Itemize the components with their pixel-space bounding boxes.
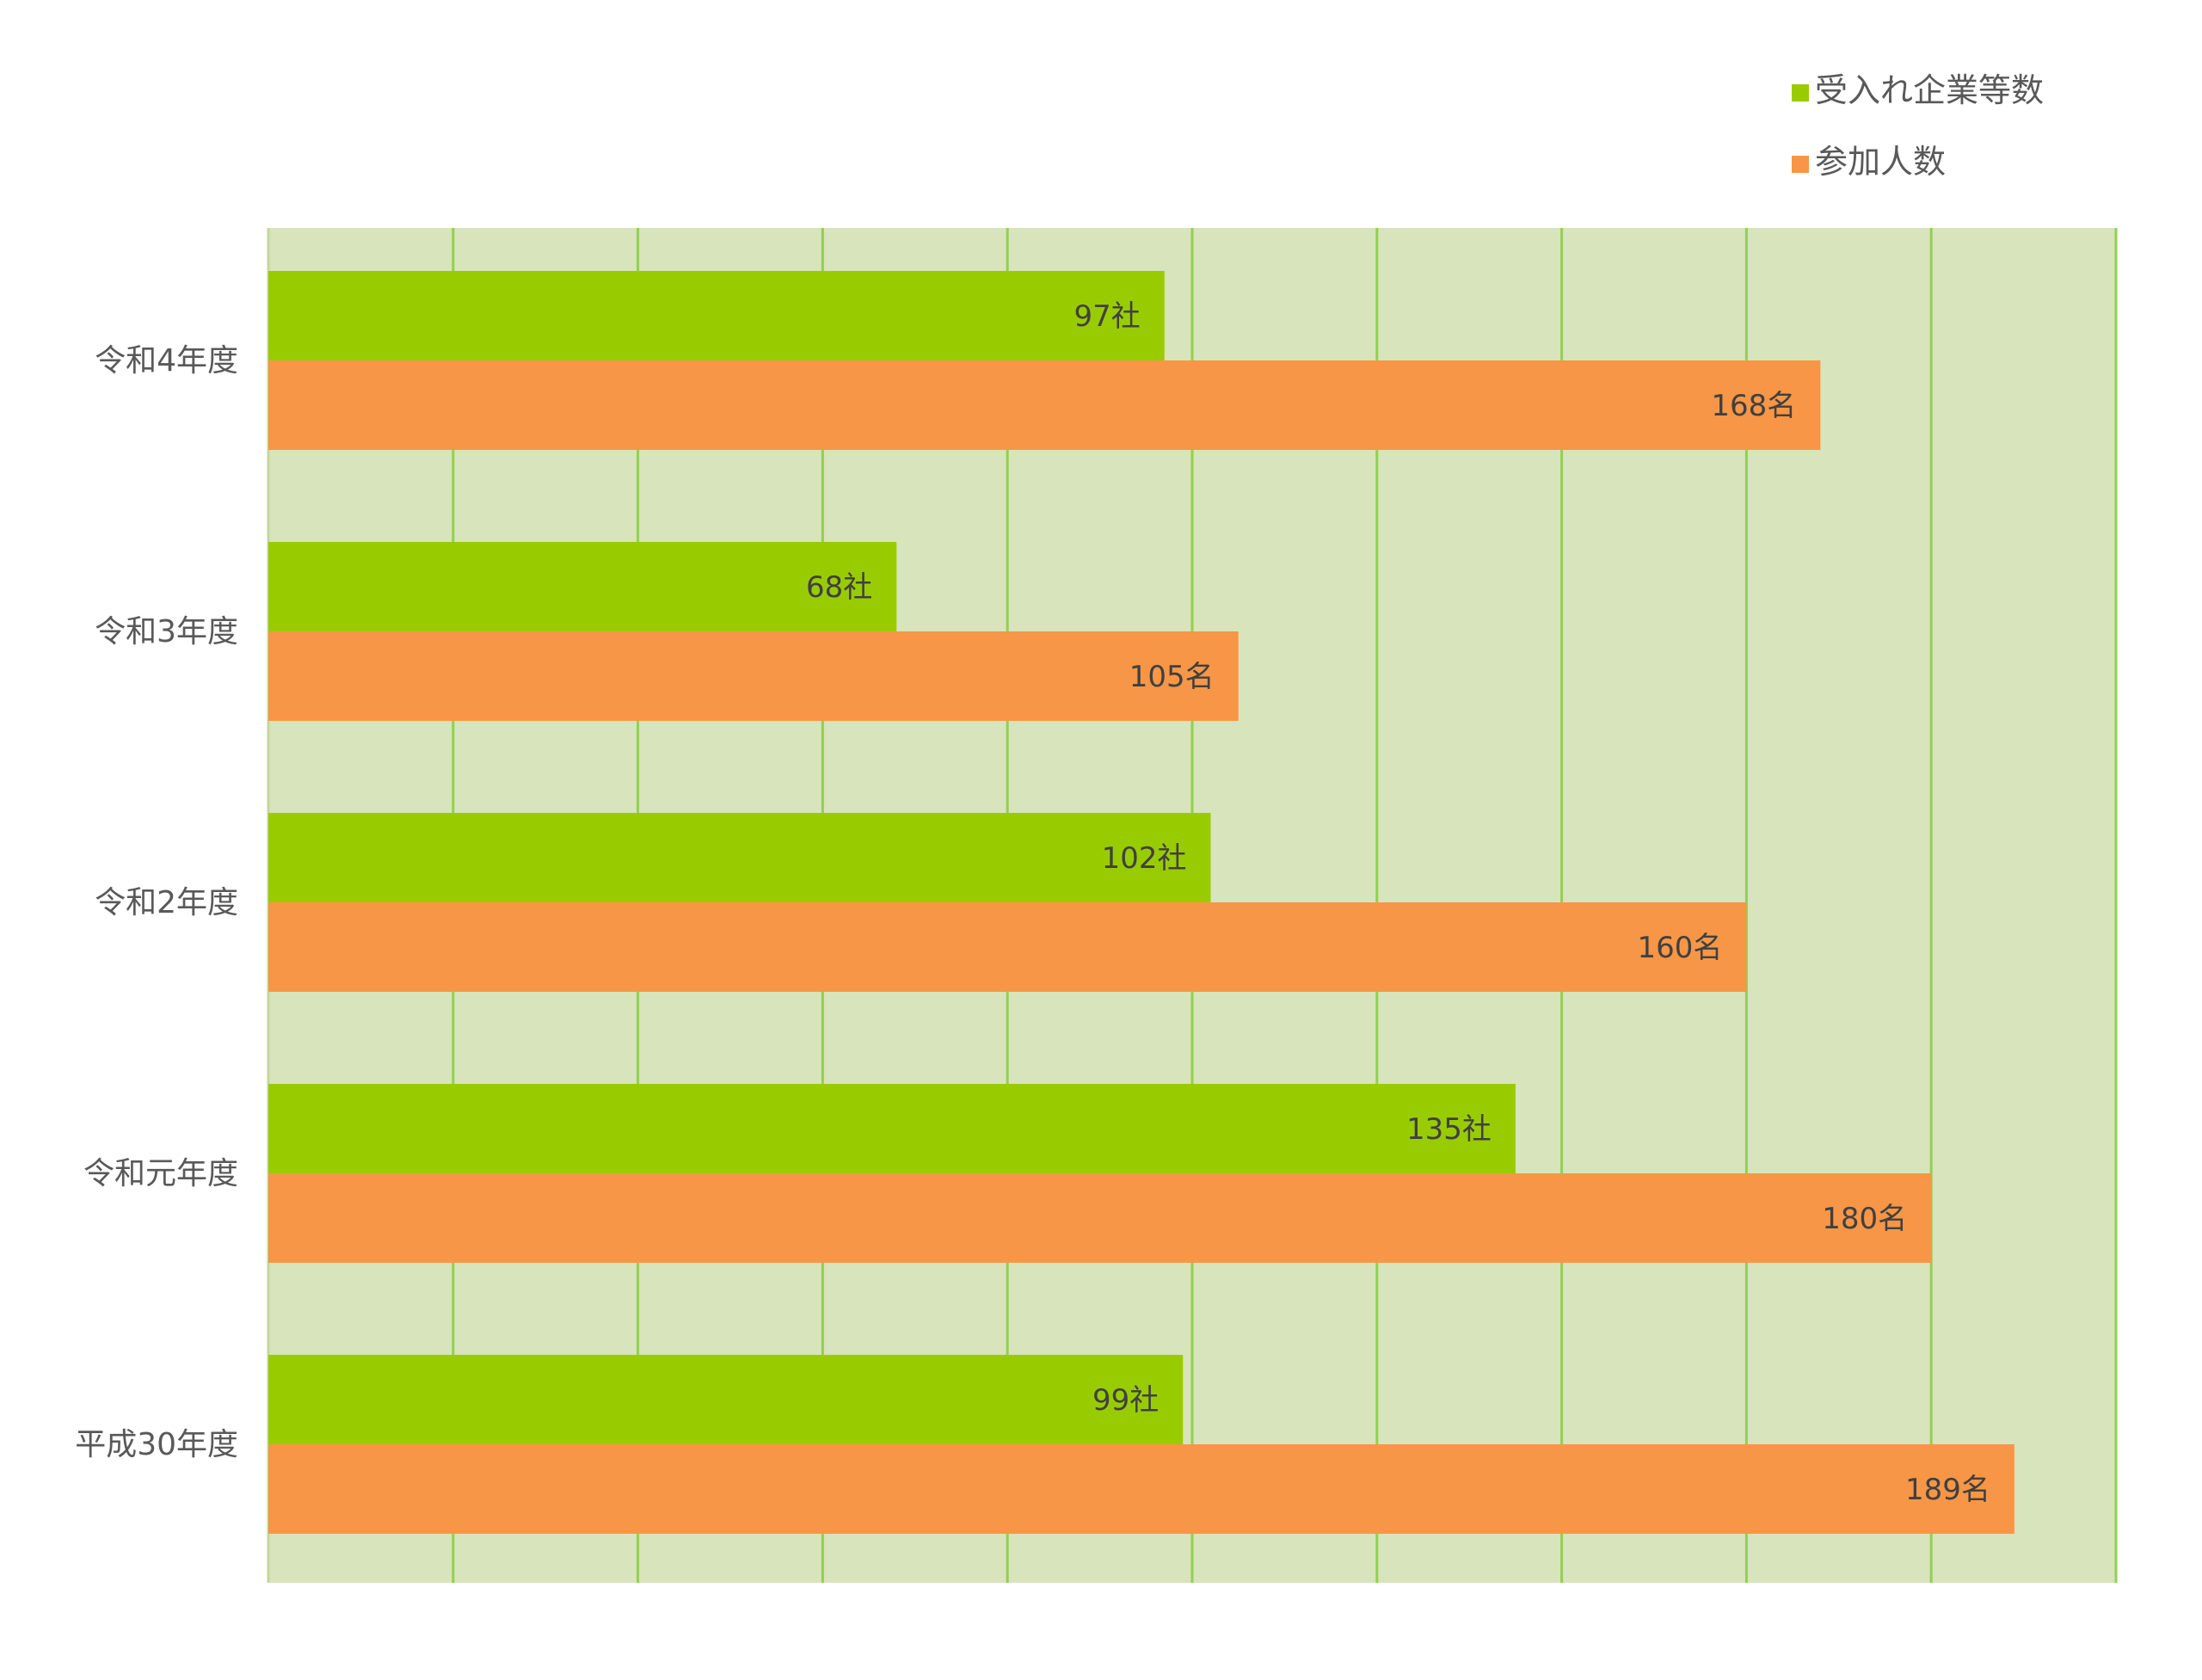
bar [268, 1173, 1932, 1263]
bar [268, 631, 1239, 721]
legend-label: 受入れ企業等数 [1815, 71, 2044, 109]
bar [268, 902, 1747, 992]
data-label: 180名 [1822, 1202, 1907, 1236]
data-label: 102社 [1102, 841, 1187, 876]
data-label: 97社 [1074, 299, 1141, 334]
category-label: 令和3年度 [95, 614, 238, 649]
bar [268, 1444, 2014, 1534]
legend-label: 参加人数 [1815, 143, 1946, 181]
category-label: 令和2年度 [95, 885, 238, 920]
data-label: 189名 [1905, 1473, 1990, 1507]
category-label: 平成30年度 [75, 1427, 238, 1462]
bar [268, 813, 1211, 902]
legend-swatch [1792, 84, 1809, 102]
bar [268, 1355, 1184, 1444]
bar [268, 542, 897, 631]
bars: 97社 168名 68社 105名 102社 160名 135社 180名 99社 189名 [268, 271, 2014, 1534]
bar [268, 360, 1821, 450]
data-label: 168名 [1711, 389, 1796, 423]
bar [268, 1084, 1516, 1173]
data-label: 99社 [1092, 1383, 1159, 1418]
data-label: 105名 [1129, 660, 1215, 694]
data-label: 135社 [1406, 1112, 1492, 1147]
legend-swatch [1792, 156, 1809, 173]
category-label: 令和元年度 [83, 1156, 238, 1191]
category-label: 令和4年度 [95, 343, 238, 378]
data-label: 68社 [806, 570, 872, 605]
data-label: 160名 [1637, 931, 1722, 965]
bar [268, 271, 1165, 360]
